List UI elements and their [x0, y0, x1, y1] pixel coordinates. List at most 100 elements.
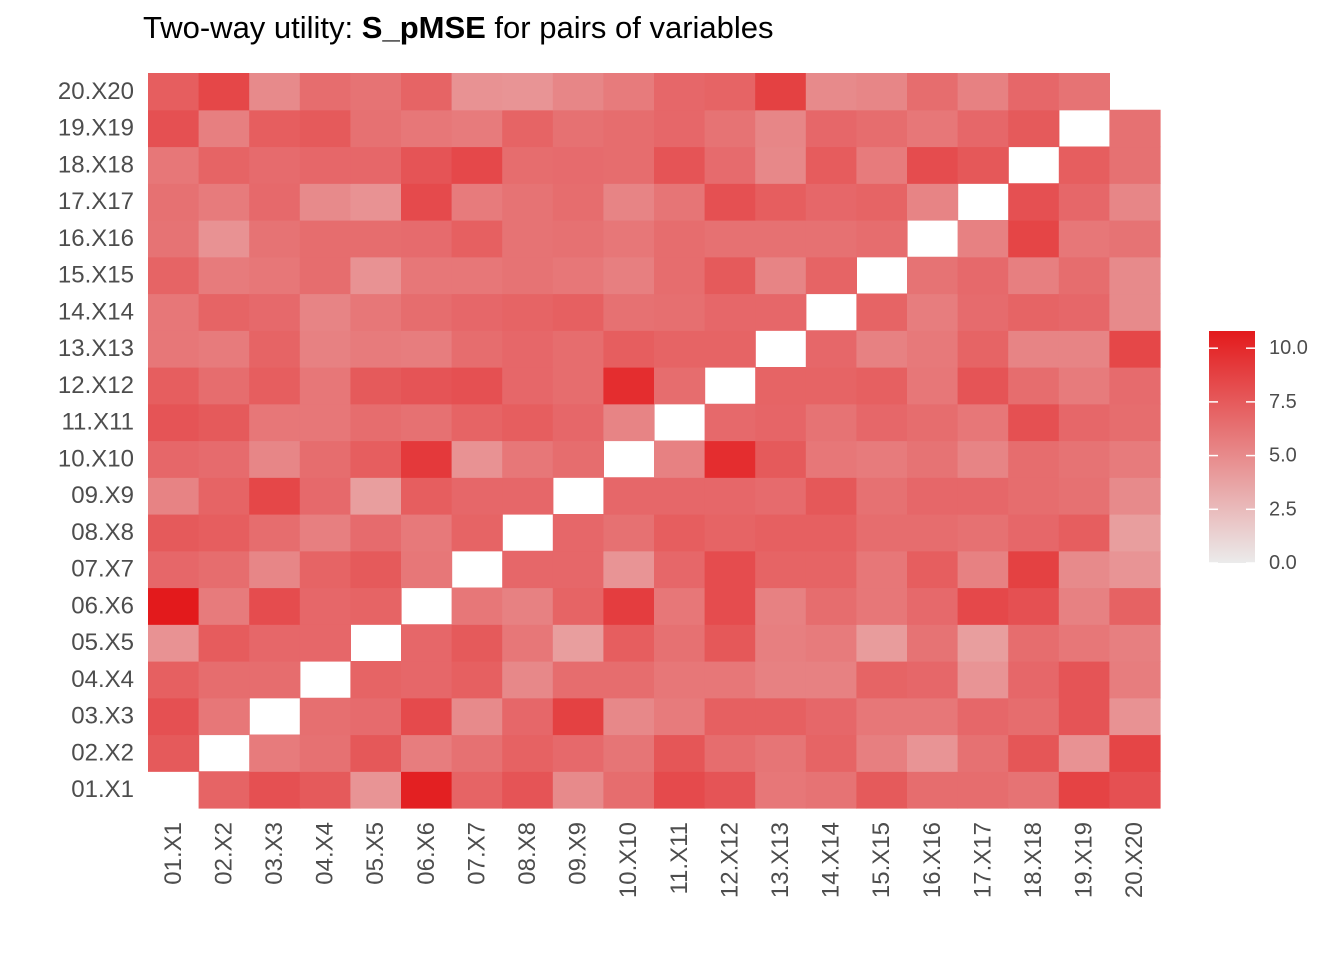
- y-tick-label: 11.X11: [61, 409, 134, 436]
- heatmap-cell: [401, 734, 453, 772]
- heatmap-cell: [451, 293, 503, 331]
- heatmap-cell: [350, 330, 402, 368]
- heatmap-cell: [755, 771, 807, 809]
- heatmap-cell: [1008, 661, 1060, 699]
- heatmap-cell: [148, 403, 200, 442]
- x-tick-label: 05.X5: [362, 822, 389, 885]
- heatmap-cell: [603, 183, 655, 221]
- heatmap-cell: [502, 624, 554, 662]
- heatmap-cell: [401, 256, 453, 295]
- heatmap-cell: [198, 550, 250, 589]
- heatmap-cell: [755, 440, 807, 478]
- heatmap-cell: [552, 146, 604, 184]
- heatmap-cell: [654, 73, 706, 111]
- heatmap-cell: [1109, 514, 1161, 552]
- heatmap-cell: [907, 734, 959, 772]
- y-tick-label: 07.X7: [71, 556, 134, 583]
- heatmap-cell: [350, 146, 402, 184]
- heatmap-cell: [451, 771, 503, 809]
- heatmap-cell: [1058, 403, 1110, 442]
- heatmap-cell: [350, 734, 402, 772]
- heatmap-cell: [1109, 330, 1161, 368]
- heatmap-cell: [249, 550, 301, 589]
- heatmap-cell: [502, 550, 554, 589]
- heatmap-cell: [198, 514, 250, 552]
- x-tick-label: 10.X10: [615, 822, 642, 898]
- heatmap-cell: [451, 587, 503, 625]
- legend-tick-label: 2.5: [1269, 498, 1297, 520]
- heatmap-cell: [451, 256, 503, 295]
- heatmap-cell: [755, 256, 807, 295]
- heatmap-cell: [654, 330, 706, 368]
- heatmap-cell: [957, 734, 1009, 772]
- heatmap-cell: [603, 220, 655, 258]
- heatmap-cell: [755, 403, 807, 442]
- heatmap-cell: [805, 330, 857, 368]
- heatmap-cell: [1058, 367, 1110, 405]
- heatmap-cell: [957, 109, 1009, 148]
- heatmap-cell: [552, 734, 604, 772]
- heatmap-cell: [755, 697, 807, 736]
- heatmap-cell: [654, 514, 706, 552]
- heatmap-cell: [148, 330, 200, 368]
- heatmap-cell: [856, 220, 908, 258]
- heatmap-cell: [907, 330, 959, 368]
- heatmap-cell: [502, 146, 554, 184]
- heatmap-cell: [451, 440, 503, 478]
- heatmap-cell: [755, 587, 807, 625]
- y-tick-label: 18.X18: [58, 151, 134, 178]
- heatmap-cell: [401, 330, 453, 368]
- heatmap-cell: [401, 220, 453, 258]
- x-tick-label: 18.X18: [1020, 822, 1047, 898]
- heatmap-cell: [249, 109, 301, 148]
- chart-title-prefix: Two-way utility:: [143, 10, 362, 45]
- heatmap-cell: [603, 477, 655, 515]
- heatmap-cell: [654, 293, 706, 331]
- heatmap-cell: [654, 256, 706, 295]
- heatmap-cell: [451, 367, 503, 405]
- heatmap-cell: [907, 514, 959, 552]
- heatmap-cell: [552, 440, 604, 478]
- heatmap-cell: [1008, 550, 1060, 589]
- y-tick-label: 01.X1: [71, 776, 134, 803]
- heatmap-cell: [350, 661, 402, 699]
- heatmap-cell: [1058, 771, 1110, 809]
- heatmap-cell: [401, 183, 453, 221]
- y-tick-label: 02.X2: [71, 739, 134, 766]
- heatmap-cell: [603, 109, 655, 148]
- heatmap-cell: [401, 514, 453, 552]
- heatmap-cell: [1008, 734, 1060, 772]
- heatmap-cell: [502, 587, 554, 625]
- heatmap-cell: [249, 403, 301, 442]
- legend-tick-label: 0.0: [1269, 552, 1297, 574]
- legend-tick-label: 5.0: [1269, 445, 1297, 467]
- heatmap-cell: [552, 330, 604, 368]
- heatmap-cell: [299, 514, 351, 552]
- heatmap-cell: [249, 256, 301, 295]
- heatmap-cell: [704, 256, 756, 295]
- heatmap-cell: [805, 440, 857, 478]
- heatmap-cell: [704, 661, 756, 699]
- heatmap-cell: [249, 734, 301, 772]
- heatmap-cell: [856, 550, 908, 589]
- heatmap-cell: [704, 514, 756, 552]
- heatmap-cell: [451, 514, 503, 552]
- heatmap-cell: [502, 771, 554, 809]
- heatmap-cell: [148, 477, 200, 515]
- heatmap-cell: [1109, 109, 1161, 148]
- heatmap-cell: [148, 661, 200, 699]
- heatmap-cell: [299, 624, 351, 662]
- heatmap-cell: [704, 293, 756, 331]
- heatmap-cell: [249, 330, 301, 368]
- heatmap-cell: [704, 183, 756, 221]
- heatmap-cell: [1058, 550, 1110, 589]
- heatmap-cell: [451, 403, 503, 442]
- y-tick-label: 12.X12: [58, 372, 134, 399]
- heatmap-cell: [1008, 220, 1060, 258]
- heatmap-cell: [350, 771, 402, 809]
- heatmap-cell: [755, 367, 807, 405]
- heatmap-cell: [957, 771, 1009, 809]
- heatmap-cell: [603, 771, 655, 809]
- heatmap-cell: [1109, 624, 1161, 662]
- heatmap-cell: [704, 220, 756, 258]
